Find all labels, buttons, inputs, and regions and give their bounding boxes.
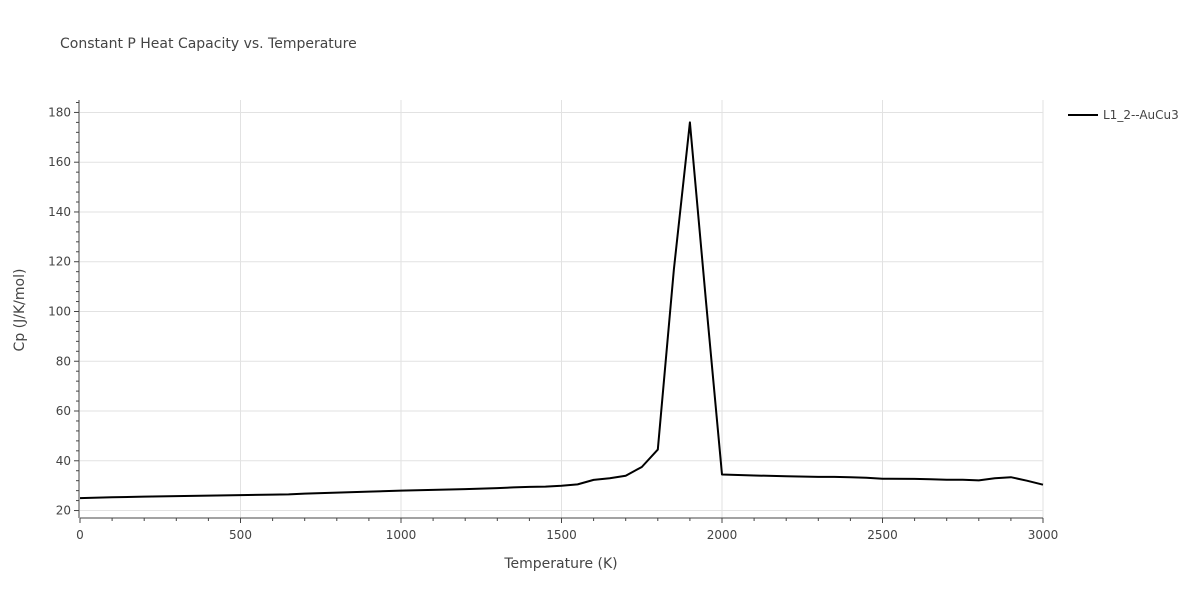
x-tick-label: 2500 <box>867 528 898 542</box>
x-tick-label: 0 <box>76 528 84 542</box>
chart-title: Constant P Heat Capacity vs. Temperature <box>60 36 357 52</box>
y-tick-label: 120 <box>48 255 71 269</box>
y-tick-label: 60 <box>56 404 71 418</box>
x-tick-label: 1500 <box>546 528 577 542</box>
x-tick-label: 3000 <box>1028 528 1059 542</box>
x-tick-label: 500 <box>229 528 252 542</box>
y-tick-label: 160 <box>48 155 71 169</box>
y-tick-label: 180 <box>48 105 71 119</box>
y-axis-title: Cp (J/K/mol) <box>12 269 28 352</box>
y-tick-label: 40 <box>56 454 71 468</box>
x-axis-title: Temperature (K) <box>503 556 617 572</box>
grid-layer <box>80 100 1044 518</box>
y-tick-label: 20 <box>56 504 71 518</box>
axes-layer: 0 500 1000 1500 2000 2500 3000 20 40 60 80 100 120 14… <box>48 100 1058 542</box>
y-tick-label: 140 <box>48 205 71 219</box>
series-line[interactable] <box>79 121 1044 500</box>
legend-label[interactable]: L1_2--AuCu3 <box>1103 108 1179 122</box>
y-tick-label: 80 <box>56 354 71 368</box>
legend[interactable]: L1_2--AuCu3 <box>1068 108 1179 122</box>
x-tick-label: 2000 <box>707 528 738 542</box>
x-tick-label: 1000 <box>386 528 417 542</box>
series-layer <box>79 121 1044 500</box>
y-tick-label: 100 <box>48 304 71 318</box>
